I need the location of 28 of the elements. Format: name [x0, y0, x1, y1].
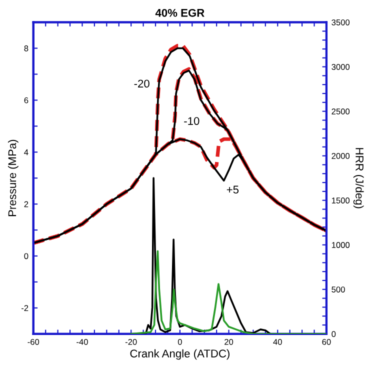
- annotation: +5: [226, 186, 239, 194]
- x-tick-label: 20: [224, 338, 234, 345]
- x-axis-title: Crank Angle (ATDC): [130, 349, 230, 360]
- y-tick-label: 6: [24, 97, 28, 104]
- x-tick-label: 40: [273, 338, 282, 345]
- y2-tick-label: 1500: [332, 198, 350, 204]
- y2-tick-label: 2500: [332, 108, 350, 114]
- x-tick-label: -60: [28, 338, 40, 345]
- y-tick-label: 4: [24, 149, 28, 156]
- y2-axis-title: HRR (J/deg): [353, 148, 364, 208]
- y2-tick-label: 1000: [332, 242, 350, 248]
- y-tick-label: -2: [21, 305, 28, 311]
- x-tick-label: 60: [322, 338, 331, 345]
- chart-title: 40% EGR: [155, 8, 204, 17]
- x-tick-label: -20: [125, 338, 137, 345]
- annotation: -20: [134, 80, 150, 88]
- y-tick-label: 8: [24, 45, 28, 52]
- y2-tick-label: 3000: [332, 64, 350, 70]
- y-axis-title: Pressure (MPa): [8, 140, 18, 216]
- y2-tick-label: 3500: [332, 19, 350, 26]
- y2-tick-label: 500: [332, 286, 345, 292]
- y-tick-label: 2: [24, 201, 28, 208]
- y2-tick-label: 2000: [332, 153, 350, 159]
- x-tick-label: 0: [178, 338, 182, 345]
- y-tick-label: 0: [24, 253, 28, 260]
- annotation: -10: [184, 117, 200, 125]
- y2-tick-label: 0: [332, 331, 336, 337]
- x-tick-label: -40: [76, 338, 88, 345]
